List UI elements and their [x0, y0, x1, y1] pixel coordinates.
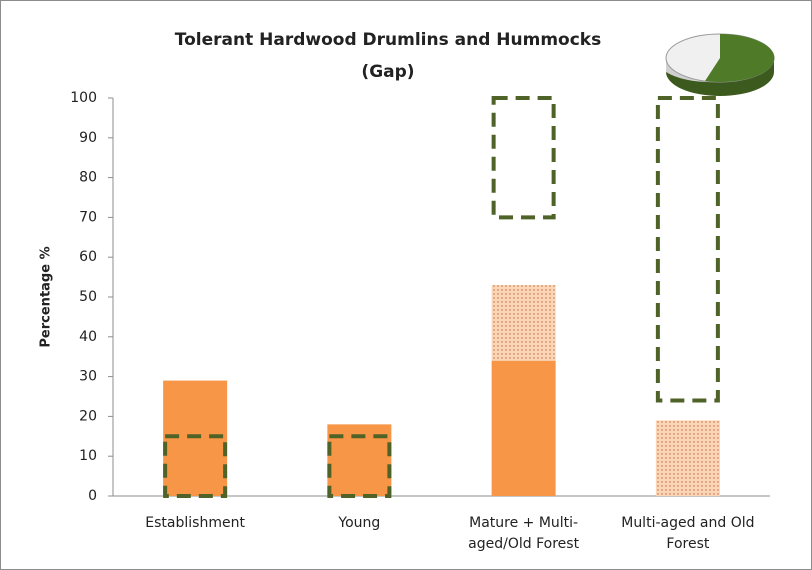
y-tick-label: 10 — [79, 448, 97, 464]
bar — [491, 360, 556, 496]
x-tick-label: Establishment — [145, 515, 245, 531]
y-axis-label: Percentage % — [39, 246, 54, 347]
y-tick-label: 50 — [79, 289, 97, 305]
y-tick-label: 30 — [79, 369, 97, 385]
dotted-bar-segment — [491, 285, 556, 361]
y-tick-label: 40 — [79, 329, 97, 345]
range-box — [327, 434, 392, 498]
y-tick-label: 100 — [70, 90, 97, 106]
y-tick-label: 90 — [79, 130, 97, 146]
y-tick-label: 80 — [79, 170, 97, 186]
x-tick-label: Mature + Multi-aged/Old Forest — [468, 515, 580, 552]
x-tick-label: Multi-aged and Old Forest — [621, 515, 755, 552]
chart-title: Tolerant Hardwood Drumlins and Hummocks — [175, 30, 602, 50]
x-tick-label: Young — [338, 515, 381, 531]
y-tick-label: 0 — [88, 488, 97, 504]
range-box — [655, 96, 720, 403]
dotted-bar-segment — [655, 420, 720, 496]
range-box — [163, 434, 228, 498]
chart-subtitle: (Gap) — [361, 62, 414, 82]
y-tick-label: 20 — [79, 408, 97, 424]
pie-icon — [665, 33, 775, 96]
y-tick-label: 70 — [79, 209, 97, 225]
y-tick-label: 60 — [79, 249, 97, 265]
range-box — [491, 96, 556, 220]
